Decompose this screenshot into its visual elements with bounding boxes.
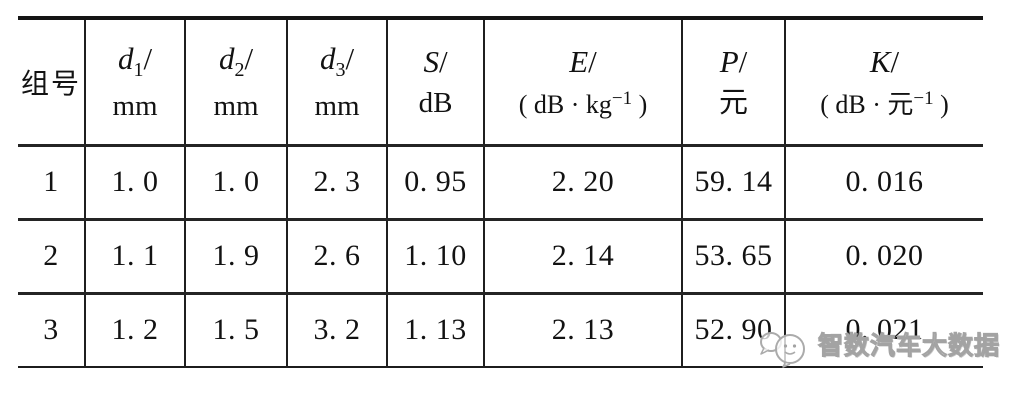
cell-k: 0. 021: [784, 293, 983, 367]
cell-d3: 2. 3: [286, 145, 387, 221]
col-header-d2-symbol: d2/: [218, 40, 254, 81]
col-header-group: 组号: [18, 18, 85, 147]
col-header-e: E/ ( dB · kg−1 ): [483, 18, 682, 147]
cell-s: 1. 13: [386, 293, 484, 367]
cell-d1: 1. 2: [84, 293, 185, 367]
col-header-d1: d1/ mm: [84, 18, 185, 147]
watermark-text: 智数汽车大数据: [817, 332, 1001, 361]
cell-e: 2. 14: [483, 219, 682, 295]
cell-d2: 1. 5: [184, 293, 287, 367]
cell-group: 2: [18, 219, 85, 295]
col-header-d2-unit: mm: [213, 89, 259, 122]
watermark: 智数汽车大数据: [758, 320, 1000, 368]
col-header-d3: d3/ mm: [286, 18, 387, 147]
cell-k: 0. 020: [784, 219, 983, 295]
col-header-d1-unit: mm: [112, 89, 158, 122]
col-header-d2: d2/ mm: [184, 18, 287, 147]
cell-e: 2. 13: [483, 293, 682, 367]
cell-p: 52. 90: [681, 293, 785, 367]
cell-d2: 1. 9: [184, 219, 287, 295]
col-header-d3-unit: mm: [314, 89, 360, 122]
col-header-p-symbol: P/: [719, 43, 748, 79]
cell-p: 53. 65: [681, 219, 785, 295]
col-header-k-unit: ( dB · 元−1 ): [820, 87, 949, 119]
cell-s: 1. 10: [386, 219, 484, 295]
col-header-s: S/ dB: [386, 18, 484, 147]
cell-d1: 1. 0: [84, 145, 185, 221]
table-row: 1 1. 0 1. 0 2. 3 0. 95 2. 20 59. 14 0. 0…: [18, 145, 983, 221]
col-header-p-unit: 元: [718, 86, 748, 119]
col-header-e-unit: ( dB · kg−1 ): [518, 87, 648, 119]
cell-group: 1: [18, 145, 85, 221]
data-table: 组号 d1/ mm d2/ mm d3/: [18, 16, 983, 368]
col-header-e-symbol: E/: [569, 43, 597, 79]
col-header-k: K/ ( dB · 元−1 ): [784, 18, 983, 147]
col-header-s-symbol: S/: [423, 43, 448, 79]
header-row: 组号 d1/ mm d2/ mm d3/: [18, 18, 983, 147]
table-row: 2 1. 1 1. 9 2. 6 1. 10 2. 14 53. 65 0. 0…: [18, 219, 983, 295]
col-header-d3-symbol: d3/: [319, 40, 355, 81]
cell-p: 59. 14: [681, 145, 785, 221]
cell-d2: 1. 0: [184, 145, 287, 221]
col-header-d1-symbol: d1/: [117, 40, 153, 81]
table-row: 3 1. 2 1. 5 3. 2 1. 13 2. 13 52. 90 0. 0…: [18, 293, 983, 367]
cell-d3: 3. 2: [286, 293, 387, 367]
col-header-k-symbol: K/: [869, 43, 900, 79]
col-header-s-unit: dB: [418, 86, 453, 119]
cell-d3: 2. 6: [286, 219, 387, 295]
cell-k: 0. 016: [784, 145, 983, 221]
col-header-p: P/ 元: [681, 18, 785, 147]
col-header-group-label: 组号: [20, 68, 81, 100]
cell-s: 0. 95: [386, 145, 484, 221]
cell-group: 3: [43, 313, 59, 347]
cell-d1: 1. 1: [84, 219, 185, 295]
cell-e: 2. 20: [483, 145, 682, 221]
mascot-icon: [760, 332, 805, 368]
